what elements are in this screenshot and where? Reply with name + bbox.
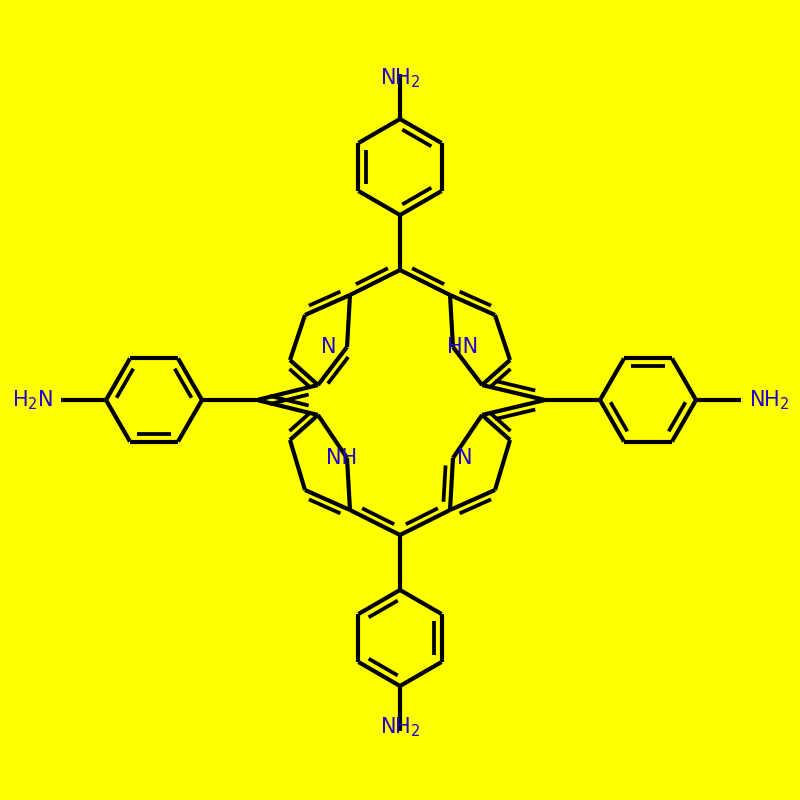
Text: NH$_2$: NH$_2$ — [380, 66, 420, 90]
Text: N: N — [458, 448, 473, 468]
Text: NH$_2$: NH$_2$ — [749, 388, 790, 412]
Text: N: N — [322, 337, 337, 357]
Text: NH: NH — [326, 448, 358, 468]
Text: HN: HN — [447, 337, 478, 357]
Text: NH$_2$: NH$_2$ — [380, 715, 420, 739]
Text: H$_2$N: H$_2$N — [12, 388, 53, 412]
